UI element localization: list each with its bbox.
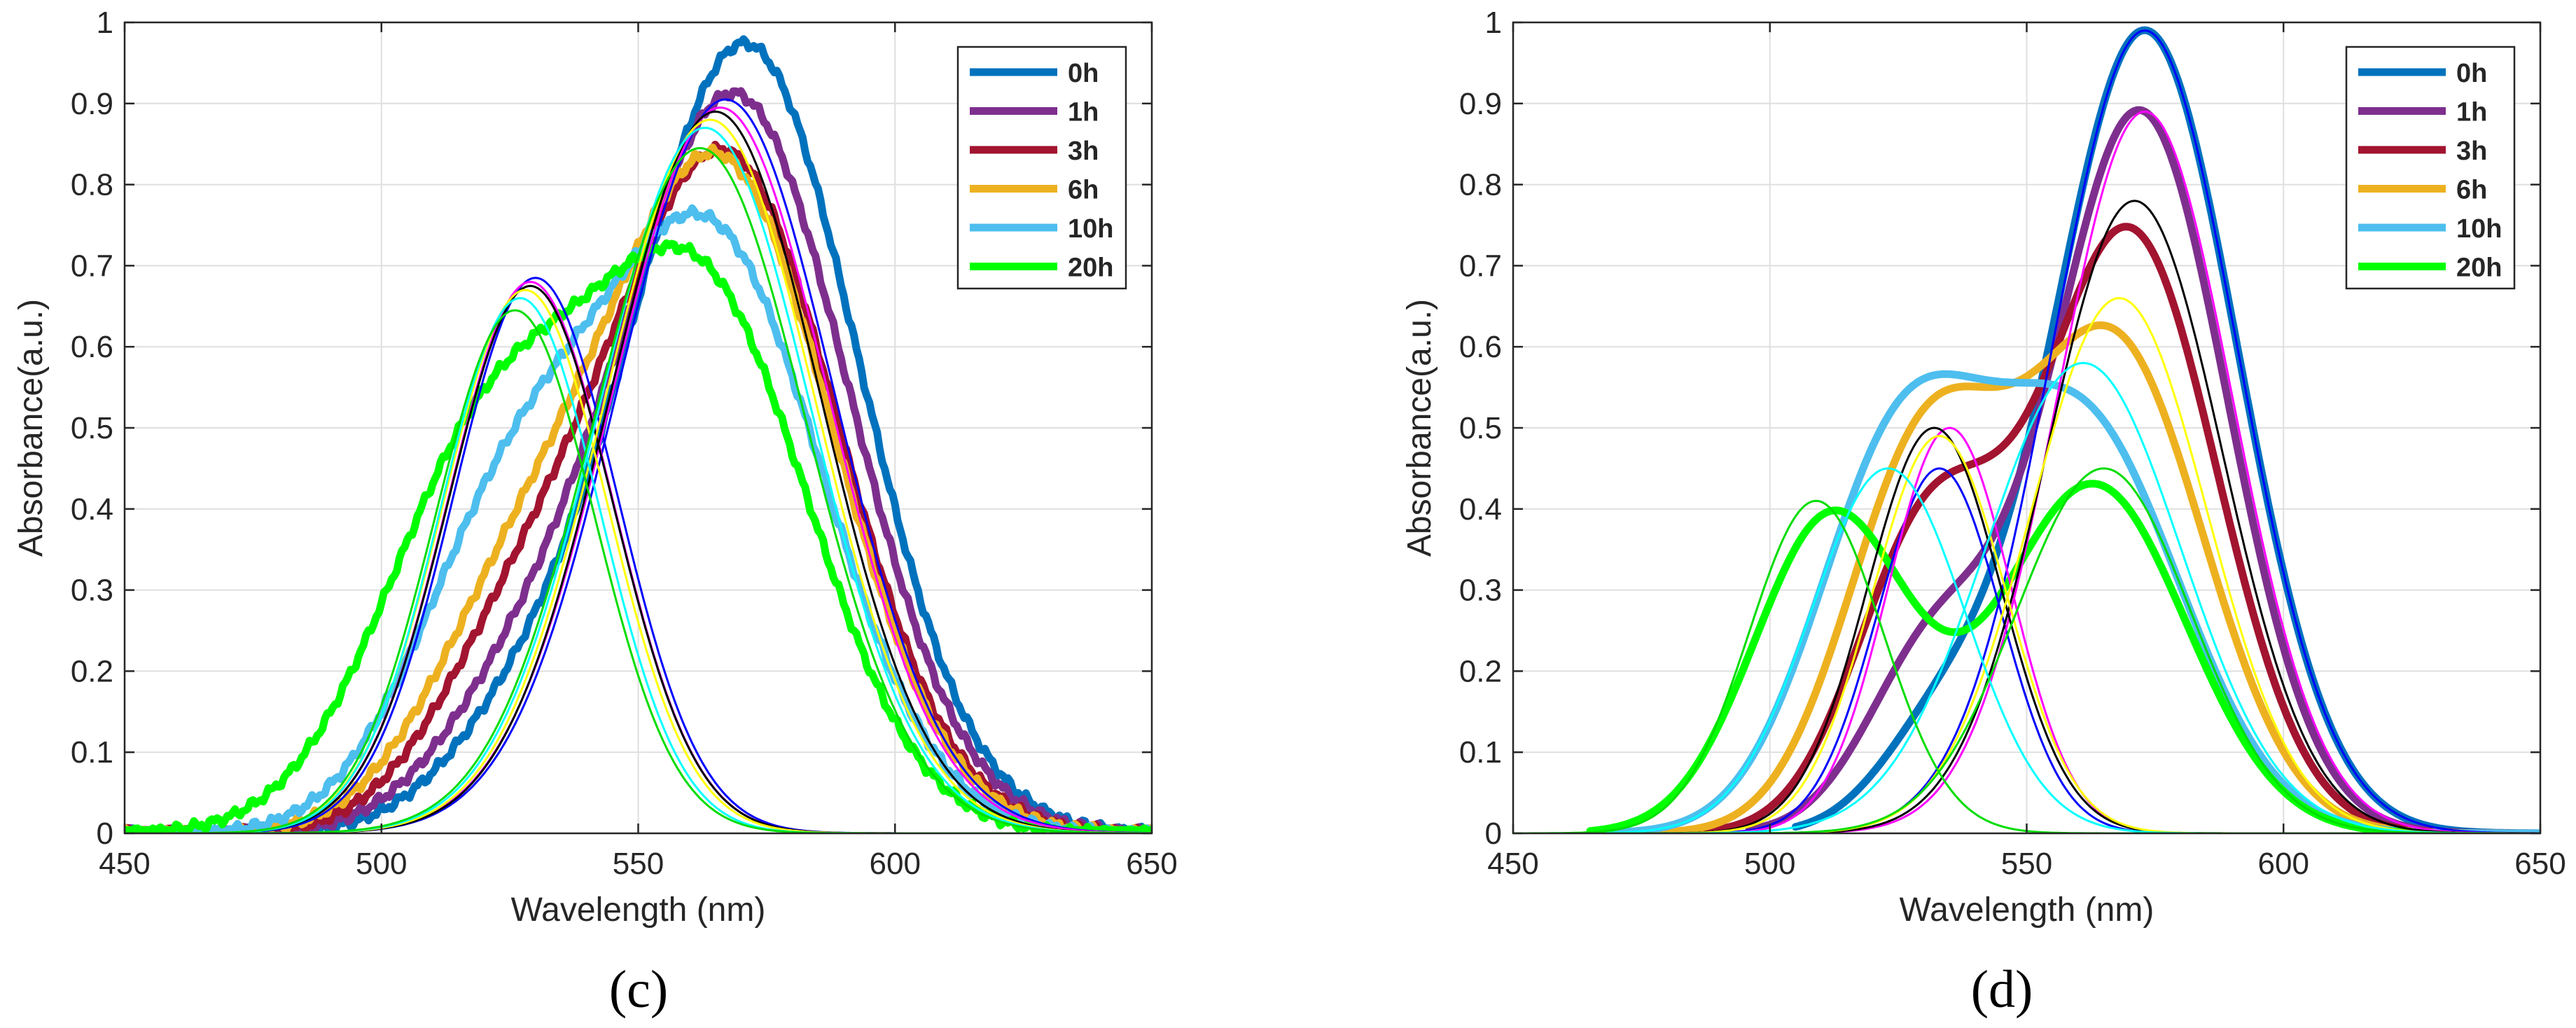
y-tick-label: 0.8 <box>1459 168 1502 202</box>
y-tick-label: 0.5 <box>71 411 113 445</box>
y-tick-label: 0.2 <box>1459 654 1502 688</box>
legend-label-10h: 10h <box>1068 214 1113 244</box>
series-line-fit-6h-b <box>1513 297 2540 833</box>
series-line-fit-1h-b <box>1513 110 2540 833</box>
panel-label: (c) <box>609 960 668 1019</box>
legend-box <box>2345 46 2516 290</box>
legend-label-10h: 10h <box>2456 214 2502 244</box>
y-tick-label: 0.8 <box>71 168 113 202</box>
series-line-fit-20h-a <box>125 309 1152 833</box>
legend-label-0h: 0h <box>2456 59 2487 88</box>
y-tick-label: 0.1 <box>1459 735 1502 770</box>
panel-label: (d) <box>1971 960 2033 1019</box>
y-tick-label: 0.3 <box>1459 574 1502 608</box>
legend-label-1h: 1h <box>1068 98 1099 127</box>
y-tick-label: 1 <box>97 6 113 40</box>
y-tick-label: 0 <box>97 817 113 851</box>
series-line-fit-0h-a <box>125 277 1152 833</box>
y-tick-label: 0.6 <box>71 330 113 364</box>
y-tick-label: 0.2 <box>71 654 113 688</box>
chart-panel-c: 450 500 550 600 650 0 0.1 0.2 0.3 0.4 0.5 0.6 0.7 0.8… <box>13 6 1178 1019</box>
legend-label-6h: 6h <box>2456 176 2487 205</box>
legend: 0h 1h 3h 6h 10h 20h <box>956 46 1127 290</box>
x-tick-label: 650 <box>2514 847 2565 881</box>
x-axis-label: Wavelength (nm) <box>1900 891 2154 929</box>
y-tick-label: 0.4 <box>71 492 113 527</box>
y-tick-label: 0.7 <box>1459 249 1502 283</box>
legend-label-1h: 1h <box>2456 98 2487 127</box>
x-tick-label: 450 <box>1487 847 1538 881</box>
y-axis-label: Absorbance(a.u.) <box>13 299 50 557</box>
series-line-fit-20h-b <box>1513 467 2540 833</box>
y-tick-label: 0.5 <box>1459 411 1502 445</box>
legend: 0h 1h 3h 6h 10h 20h <box>2345 46 2516 290</box>
series-line-fit-0h-b <box>1513 29 2540 833</box>
x-tick-label: 550 <box>2001 847 2052 881</box>
y-tick-label: 0.7 <box>71 249 113 283</box>
y-tick-label: 0.9 <box>71 87 113 121</box>
series-line-fit-10h-a <box>125 297 1152 833</box>
x-axis-label: Wavelength (nm) <box>511 891 766 929</box>
legend-label-3h: 3h <box>1068 137 1099 166</box>
x-tick-label: 500 <box>1744 847 1795 881</box>
x-tick-label: 450 <box>99 847 150 881</box>
y-tick-label: 1 <box>1485 6 1502 40</box>
series-line-fit-3h-b <box>1513 200 2540 833</box>
y-tick-label: 0.3 <box>71 574 113 608</box>
y-tick-label: 0.4 <box>1459 492 1502 527</box>
series-line-6h <box>125 144 1152 833</box>
legend-label-3h: 3h <box>2456 137 2487 166</box>
legend-label-20h: 20h <box>1068 253 1113 283</box>
x-tick-label: 500 <box>356 847 407 881</box>
legend-label-0h: 0h <box>1068 59 1099 88</box>
chart-panel-d: 450 500 550 600 650 0 0.1 0.2 0.3 0.4 0.5 0.6 0.7 0.8… <box>1401 6 2566 1019</box>
y-tick-label: 0.1 <box>71 735 113 770</box>
x-tick-label: 650 <box>1126 847 1177 881</box>
legend-label-20h: 20h <box>2456 253 2502 283</box>
legend-box <box>956 46 1127 290</box>
x-tick-label: 600 <box>2258 847 2309 881</box>
x-tick-label: 550 <box>613 847 664 881</box>
y-tick-label: 0.6 <box>1459 330 1502 364</box>
series-line-fit-10h-a <box>1513 467 2540 833</box>
y-axis-label: Absorbance(a.u.) <box>1401 299 1438 557</box>
x-tick-label: 600 <box>870 847 921 881</box>
legend-label-6h: 6h <box>1068 176 1099 205</box>
y-tick-label: 0 <box>1485 817 1502 851</box>
y-tick-label: 0.9 <box>1459 87 1502 121</box>
